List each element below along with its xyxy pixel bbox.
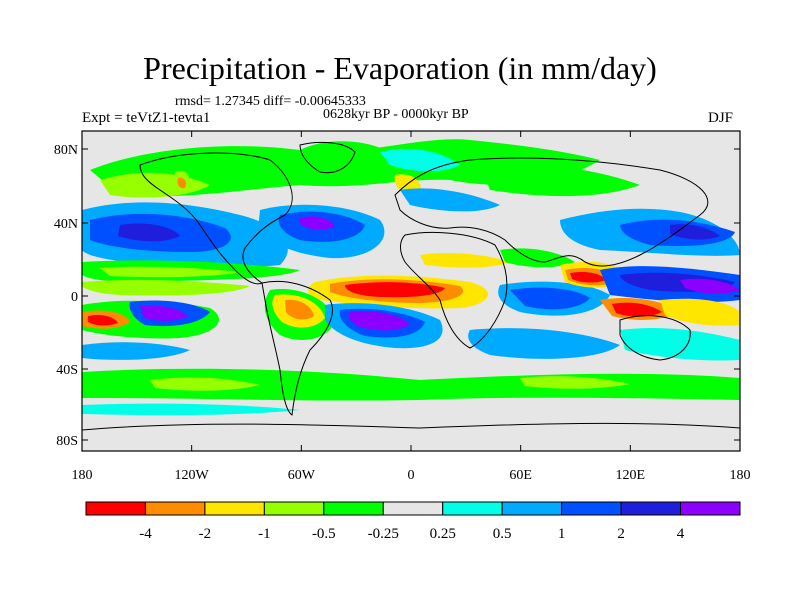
lon-label: 60E (509, 468, 532, 483)
lon-label: 60W (288, 468, 316, 483)
colorbar-swatch (680, 501, 741, 516)
field-patch (660, 298, 740, 326)
coastline-africa (400, 231, 508, 349)
field-patch (510, 287, 590, 310)
field-patch (480, 163, 640, 197)
colorbar-swatch (561, 501, 622, 516)
lat-label: 40N (54, 217, 78, 232)
field-patch (612, 302, 662, 317)
lon-label: 120E (616, 468, 646, 483)
field-patch (300, 216, 335, 230)
field-patch (150, 377, 260, 391)
field-patch (500, 248, 575, 268)
colorbar-swatch (620, 501, 682, 516)
colorbar: -4 -2 -1 -0.5 -0.25 0.25 0.5 1 2 4 (85, 501, 741, 542)
coastlines (82, 141, 740, 431)
stats-text: rmsd= 1.27345 diff= -0.00645333 (175, 94, 366, 109)
field-patch (520, 376, 630, 389)
colorbar-label: -1 (258, 526, 271, 542)
field-patch (680, 278, 740, 294)
field-patch (82, 403, 300, 416)
plot-title: Precipitation - Evaporation (in mm/day) (143, 50, 657, 86)
coastline-antarctica (82, 422, 740, 431)
coastline-australia (619, 315, 691, 361)
field-patch (420, 252, 510, 268)
lat-label: 0 (71, 290, 78, 305)
field-patch (82, 368, 740, 401)
colorbar-label: 2 (617, 526, 625, 542)
period-text: 0628kyr BP - 0000kyr BP (323, 107, 469, 122)
lon-label: 120W (175, 468, 210, 483)
colorbar-label: 0.5 (493, 526, 512, 542)
latitude-axis: 80N 40N 0 40S 80S (54, 143, 740, 449)
season-label: DJF (708, 110, 734, 126)
lon-label: 0 (408, 468, 415, 483)
lon-label: 180 (72, 468, 93, 483)
field-patch (345, 282, 445, 298)
colorbar-swatch (501, 501, 563, 516)
colorbar-swatch (85, 501, 146, 516)
colorbar-swatch (263, 501, 325, 516)
field-patch (380, 148, 460, 172)
field-patch (348, 311, 410, 331)
field-patch (82, 279, 250, 296)
lat-label: 80N (54, 143, 78, 158)
colorbar-label: -4 (139, 526, 152, 542)
coastline-eurasia (394, 157, 709, 267)
field-patch (118, 223, 180, 242)
coastline-north-america (139, 152, 293, 285)
field-patch (82, 342, 190, 360)
longitude-axis: 180 120W 60W 0 60E 120E 180 (72, 131, 751, 483)
lon-label: 180 (730, 468, 751, 483)
field-patch (285, 299, 314, 320)
colorbar-swatch (204, 501, 265, 516)
field-patch (468, 328, 620, 359)
field-patch (620, 328, 740, 361)
coastline-south-america (261, 280, 333, 416)
colorbar-swatch (382, 501, 444, 516)
field-patch (177, 177, 187, 189)
field-patch (88, 314, 118, 326)
colorbar-swatch (323, 501, 384, 516)
field-patch (400, 188, 500, 212)
lat-label: 40S (56, 363, 78, 378)
colorbar-label: 4 (677, 526, 685, 542)
field-patch (100, 266, 240, 278)
colorbar-label: -2 (199, 526, 212, 542)
field-layer (82, 131, 740, 451)
field-patch (570, 271, 606, 283)
lat-label: 80S (56, 434, 78, 449)
colorbar-label: -0.25 (368, 526, 399, 542)
coastline-greenland (299, 141, 356, 174)
field-patch (300, 141, 400, 171)
colorbar-label: 1 (558, 526, 566, 542)
colorbar-swatch (144, 501, 206, 516)
colorbar-swatch (442, 501, 503, 516)
field-patch (140, 305, 188, 321)
colorbar-label: -0.5 (312, 526, 336, 542)
colorbar-label: 0.25 (430, 526, 456, 542)
experiment-label: Expt = teVtZ1-tevta1 (82, 110, 211, 126)
